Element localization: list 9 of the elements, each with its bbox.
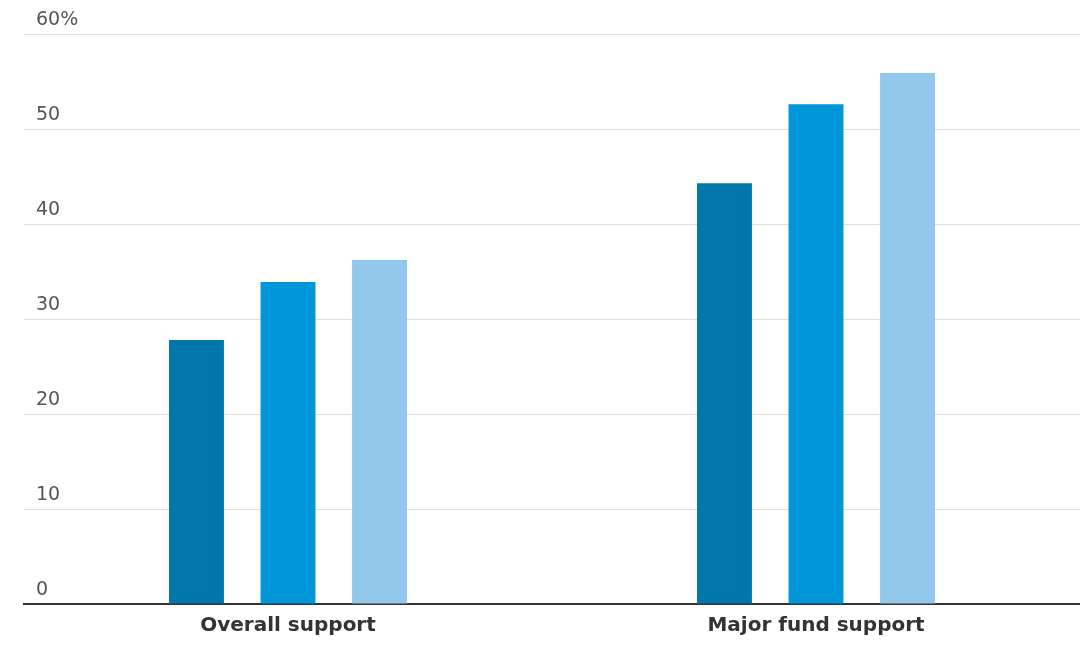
y-tick-label: 0 [36, 576, 49, 599]
y-tick-label: 20 [36, 386, 61, 409]
x-tick-label: Overall support [200, 612, 377, 637]
y-tick-label: 60% [36, 6, 79, 29]
x-tick-label: Major fund support [707, 612, 926, 637]
y-tick-label: 30 [36, 291, 61, 314]
y-tick-label: 40 [36, 196, 61, 219]
y-tick-label: 10 [36, 481, 61, 504]
y-tick-label: 50 [36, 101, 61, 124]
